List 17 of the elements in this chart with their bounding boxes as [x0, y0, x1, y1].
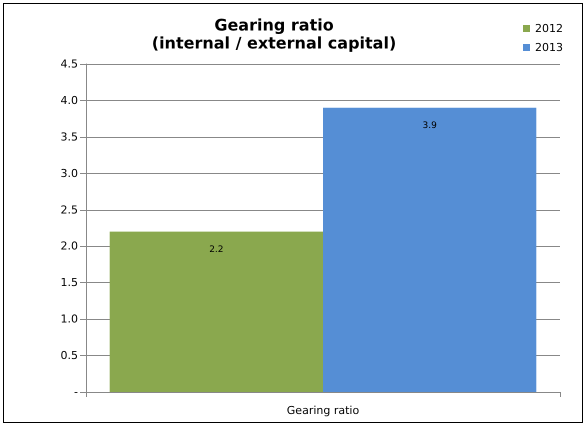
y-tick-label: 4.5 [60, 58, 78, 70]
data-label: 3.9 [422, 121, 438, 132]
data-label: 2.2 [209, 245, 224, 256]
y-tick-label: 4.0 [60, 94, 78, 107]
chart-title: Gearing ratio [214, 16, 334, 34]
y-tick-label: 2.0 [60, 240, 78, 253]
y-tick-label: 2.5 [60, 203, 78, 216]
x-axis-title: Gearing ratio [286, 404, 360, 417]
legend-label: 2012 [535, 22, 564, 35]
y-tick-label: 0.5 [60, 349, 78, 362]
y-tick-label: - [74, 386, 78, 398]
y-tick-label: 1.0 [60, 312, 78, 326]
y-tick-label: 3.5 [60, 130, 78, 144]
chart-subtitle: (internal / external capital) [152, 34, 396, 52]
legend-label: 2013 [535, 41, 564, 54]
y-tick-label: 1.5 [60, 276, 78, 290]
y-tick-label: 3.0 [60, 166, 78, 180]
